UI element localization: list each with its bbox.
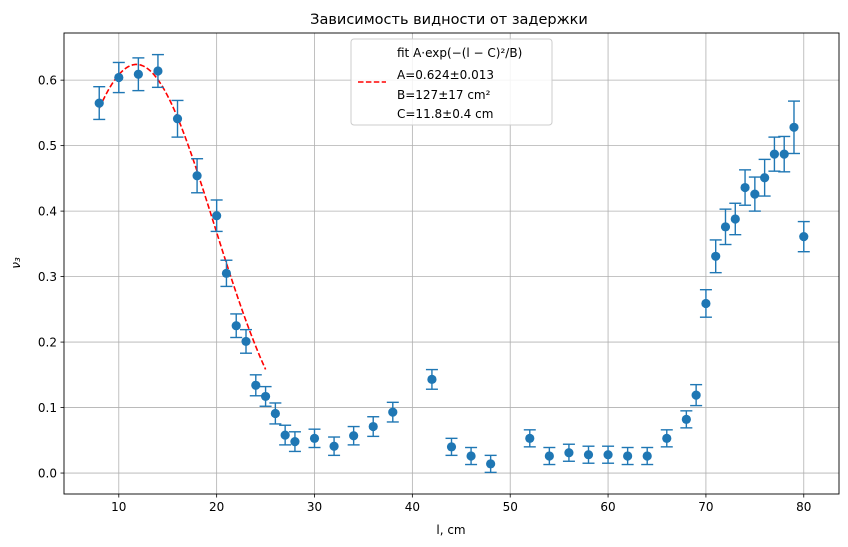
data-point xyxy=(486,459,496,469)
data-point xyxy=(525,433,535,443)
data-point xyxy=(720,222,731,232)
fit-curve-layer xyxy=(98,63,267,370)
data-point xyxy=(270,408,280,419)
data-point xyxy=(280,430,290,440)
data-point xyxy=(642,451,652,461)
data-point xyxy=(681,414,691,424)
y-tick-label: 0.3 xyxy=(38,270,57,284)
data-point xyxy=(466,451,476,461)
legend: fit A·exp(−(l − C)²/B) A=0.624±0.013 B=1… xyxy=(350,38,553,126)
y-tick-label: 0.5 xyxy=(38,139,57,153)
legend-box xyxy=(350,38,553,126)
x-tick-label: 10 xyxy=(111,500,126,514)
x-tick-label: 30 xyxy=(307,500,322,514)
x-ticks: 10 20 30 40 50 60 70 80 xyxy=(111,494,811,514)
data-point xyxy=(388,407,398,417)
data-point xyxy=(740,182,750,193)
y-tick-label: 0.0 xyxy=(38,466,57,480)
data-point xyxy=(260,391,271,402)
data-point xyxy=(114,72,124,83)
data-point xyxy=(769,149,780,159)
data-point xyxy=(133,69,143,79)
data-point xyxy=(662,433,672,443)
y-tick-label: 0.2 xyxy=(38,335,57,349)
y-tick-label: 0.4 xyxy=(38,204,57,218)
chart-title: Зависимость видности от задержки xyxy=(310,12,588,28)
data-point xyxy=(789,122,799,132)
data-point xyxy=(730,214,740,224)
x-tick-label: 40 xyxy=(405,500,420,514)
data-point xyxy=(779,149,789,159)
x-tick-label: 60 xyxy=(600,500,615,514)
data-point xyxy=(153,66,163,76)
data-point xyxy=(221,268,232,278)
data-point xyxy=(192,171,202,181)
legend-param-c: C=11.8±0.4 cm xyxy=(397,107,493,121)
data-point xyxy=(368,421,378,432)
data-point xyxy=(231,321,241,331)
plot-frame xyxy=(63,32,840,495)
x-tick-label: 20 xyxy=(209,500,224,514)
data-point xyxy=(241,336,251,347)
data-point xyxy=(701,298,711,309)
legend-fit-title: fit A·exp(−(l − C)²/B) xyxy=(397,46,522,60)
y-tick-label: 0.6 xyxy=(38,73,57,87)
data-point xyxy=(544,451,554,461)
data-point xyxy=(583,450,594,460)
y-ticks: 0.0 0.1 0.2 0.3 0.4 0.5 0.6 xyxy=(38,73,64,480)
data-point xyxy=(750,189,760,199)
data-point xyxy=(172,114,183,124)
data-point xyxy=(212,211,222,221)
data-point xyxy=(329,441,339,451)
legend-param-a: A=0.624±0.013 xyxy=(397,68,494,82)
data-point xyxy=(623,451,633,461)
legend-param-b: B=127±17 cm² xyxy=(397,88,491,102)
fit-curve xyxy=(98,63,267,370)
x-axis-label: l, cm xyxy=(436,523,465,537)
data-point xyxy=(349,431,359,441)
data-point xyxy=(603,450,613,460)
data-points-layer xyxy=(94,66,809,469)
data-point xyxy=(309,433,320,443)
x-tick-label: 70 xyxy=(698,500,713,514)
data-point xyxy=(564,448,574,458)
x-tick-label: 50 xyxy=(503,500,518,514)
data-point xyxy=(711,251,721,261)
data-point xyxy=(94,98,104,108)
data-point xyxy=(760,173,770,183)
data-point xyxy=(799,232,809,242)
data-point xyxy=(427,374,437,385)
data-point xyxy=(251,380,261,390)
data-point xyxy=(446,442,457,452)
y-tick-label: 0.1 xyxy=(38,401,57,415)
data-point xyxy=(290,437,300,447)
grid xyxy=(64,33,839,494)
x-tick-label: 80 xyxy=(796,500,811,514)
data-point xyxy=(691,390,701,400)
y-axis-label: ν₃ xyxy=(9,257,23,269)
